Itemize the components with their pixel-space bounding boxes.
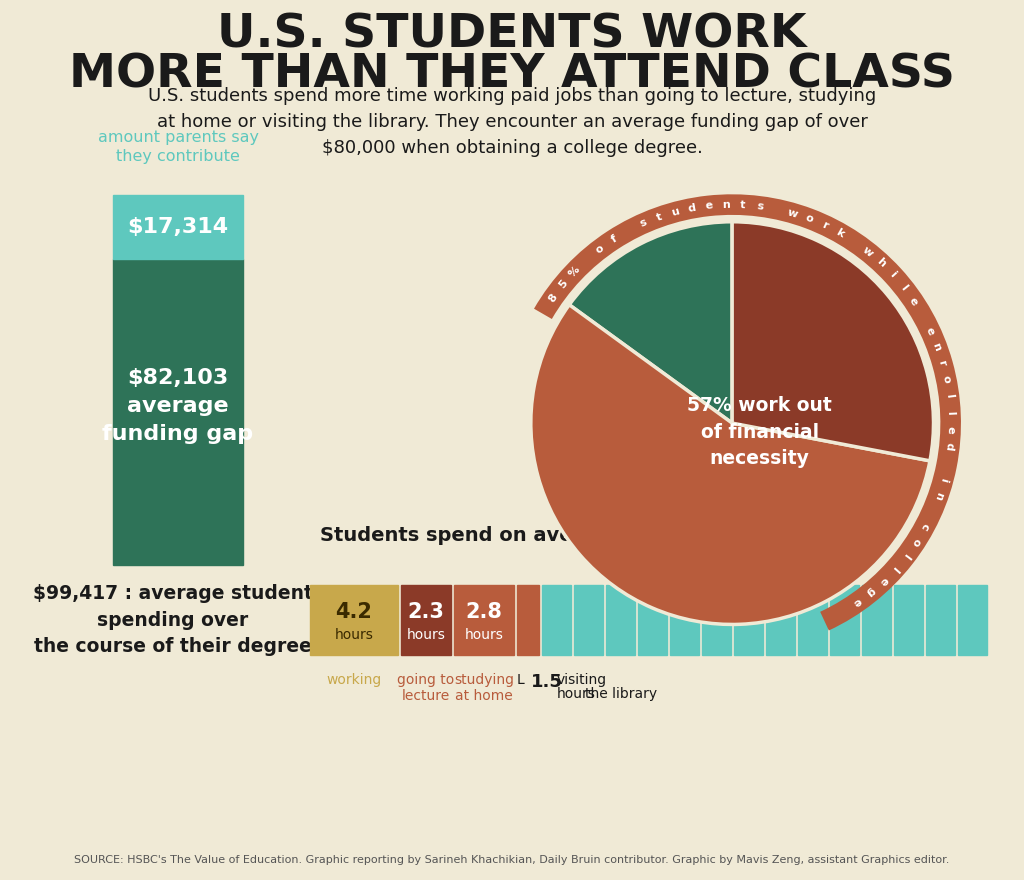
Bar (113, 260, 243, 565)
Bar (862, 585, 891, 655)
Text: e: e (924, 326, 936, 336)
Text: U.S. STUDENTS WORK: U.S. STUDENTS WORK (217, 12, 807, 57)
Text: d: d (687, 202, 697, 214)
Text: going to
lecture: going to lecture (397, 673, 455, 703)
Text: $17,314: $17,314 (127, 217, 228, 238)
Bar (401, 585, 451, 655)
Text: w: w (860, 245, 874, 259)
Text: 2.8: 2.8 (466, 602, 503, 621)
Text: i: i (938, 477, 948, 483)
Bar (606, 585, 635, 655)
Text: f: f (609, 234, 618, 245)
Text: l: l (901, 551, 911, 560)
Text: g: g (864, 585, 878, 598)
Text: r: r (937, 358, 947, 366)
Bar (926, 585, 955, 655)
Text: MORE THAN THEY ATTEND CLASS: MORE THAN THEY ATTEND CLASS (69, 53, 955, 98)
Text: $82,103
average
funding gap: $82,103 average funding gap (102, 368, 254, 444)
Bar (766, 585, 795, 655)
Text: e: e (852, 596, 863, 608)
Text: L: L (517, 673, 524, 687)
Text: 2.3: 2.3 (408, 602, 444, 621)
Text: $99,417 : average student
spending over
the course of their degree: $99,417 : average student spending over … (33, 584, 313, 656)
Text: e: e (907, 296, 920, 307)
Text: visiting: visiting (557, 673, 607, 687)
Text: r: r (820, 219, 829, 231)
Text: o: o (940, 374, 952, 384)
Text: h: h (874, 256, 887, 269)
Text: e: e (878, 575, 890, 587)
Bar (310, 585, 398, 655)
Bar (517, 585, 539, 655)
Text: o: o (804, 212, 814, 224)
Bar (830, 585, 859, 655)
Text: l: l (891, 563, 900, 573)
Text: n: n (722, 200, 730, 209)
Text: k: k (834, 227, 845, 239)
Bar (638, 585, 667, 655)
Text: l: l (944, 393, 954, 398)
Text: d: d (944, 442, 954, 451)
Text: s: s (756, 201, 764, 212)
Text: 1.5: 1.5 (531, 673, 563, 691)
Bar (894, 585, 923, 655)
Text: l: l (945, 410, 955, 414)
Bar (798, 585, 827, 655)
Text: l: l (898, 283, 908, 292)
Bar (113, 195, 243, 260)
Text: 4.2: 4.2 (336, 602, 373, 621)
Text: u: u (671, 206, 681, 218)
Text: hours: hours (557, 687, 596, 701)
Text: t: t (655, 211, 664, 223)
Text: hours: hours (465, 628, 504, 642)
Text: 8: 8 (547, 292, 559, 304)
Bar (574, 585, 603, 655)
Text: i: i (888, 270, 897, 280)
Wedge shape (569, 222, 732, 423)
Text: e: e (945, 426, 955, 433)
Text: SOURCE: HSBC's The Value of Education. Graphic reporting by Sarineh Khachikian, : SOURCE: HSBC's The Value of Education. G… (75, 855, 949, 865)
Wedge shape (530, 304, 930, 625)
Wedge shape (732, 222, 934, 461)
Text: e: e (705, 201, 713, 211)
Text: t: t (740, 200, 745, 210)
Text: the library: the library (585, 687, 657, 701)
Text: 57% work out
of financial
necessity: 57% work out of financial necessity (687, 396, 831, 468)
Text: s: s (639, 217, 649, 229)
Text: hours: hours (407, 628, 445, 642)
Text: amount parents say
they contribute: amount parents say they contribute (97, 129, 258, 165)
Text: Students spend on average: Students spend on average (319, 525, 623, 545)
Bar (958, 585, 987, 655)
Text: n: n (932, 490, 944, 502)
Text: o: o (594, 243, 606, 255)
Text: 5: 5 (557, 278, 569, 290)
Text: n: n (931, 341, 943, 352)
Bar (670, 585, 699, 655)
Bar (454, 585, 514, 655)
Text: c: c (919, 522, 931, 532)
Bar (702, 585, 731, 655)
Text: studying
at home: studying at home (454, 673, 514, 703)
Text: hours: hours (335, 628, 374, 642)
Text: w: w (786, 207, 799, 219)
Text: o: o (909, 536, 923, 547)
Bar (542, 585, 571, 655)
Text: %: % (567, 264, 583, 279)
Wedge shape (534, 194, 961, 630)
Bar (734, 585, 763, 655)
Text: U.S. students spend more time working paid jobs than going to lecture, studying
: U.S. students spend more time working pa… (147, 86, 877, 158)
Text: working: working (327, 673, 382, 687)
